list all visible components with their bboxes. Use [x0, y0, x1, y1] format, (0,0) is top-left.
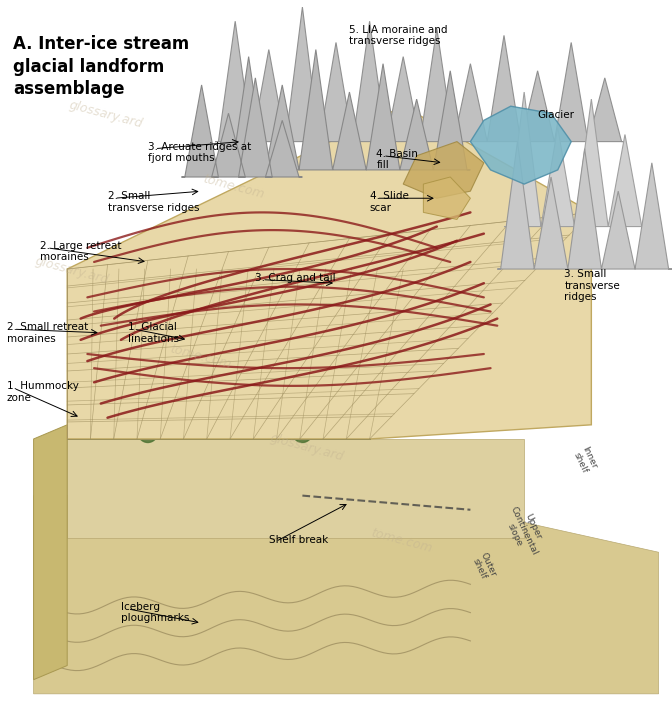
Polygon shape: [497, 142, 672, 269]
Polygon shape: [34, 496, 659, 694]
Polygon shape: [423, 177, 470, 219]
Text: tome.com: tome.com: [168, 342, 233, 371]
Circle shape: [326, 407, 346, 428]
Circle shape: [138, 421, 158, 442]
Text: 3. Crag and tail: 3. Crag and tail: [255, 273, 336, 282]
Text: Upper
Continental
slope: Upper Continental slope: [499, 501, 549, 561]
Text: glossary.ard: glossary.ard: [34, 254, 110, 286]
Polygon shape: [504, 92, 645, 227]
Text: tome.com: tome.com: [370, 526, 434, 555]
Text: Inner
shelf: Inner shelf: [571, 445, 598, 475]
Text: 4. Slide
scar: 4. Slide scar: [370, 191, 409, 213]
Polygon shape: [67, 106, 591, 439]
Text: 5. LIA moraine and
transverse ridges: 5. LIA moraine and transverse ridges: [349, 25, 448, 47]
Circle shape: [245, 414, 265, 435]
Text: Outer
shelf: Outer shelf: [470, 551, 498, 582]
Text: 3. Arcuate ridges at
fjord mouths: 3. Arcuate ridges at fjord mouths: [148, 142, 251, 164]
Text: tome.com: tome.com: [202, 172, 266, 201]
Polygon shape: [67, 439, 524, 538]
Text: 1. Hummocky
zone: 1. Hummocky zone: [7, 381, 79, 403]
Text: 4. Basin
fill: 4. Basin fill: [376, 149, 418, 171]
Text: 2. Large retreat
moraines: 2. Large retreat moraines: [40, 241, 122, 263]
Polygon shape: [34, 425, 67, 680]
Polygon shape: [228, 50, 470, 170]
Polygon shape: [181, 78, 302, 177]
Text: Iceberg
ploughmarks: Iceberg ploughmarks: [121, 602, 190, 624]
Text: A. Inter-ice stream
glacial landform
assemblage: A. Inter-ice stream glacial landform ass…: [13, 35, 190, 98]
Polygon shape: [403, 142, 484, 198]
Circle shape: [91, 414, 111, 435]
Circle shape: [292, 421, 312, 442]
Circle shape: [192, 407, 212, 428]
Text: 2. Small
transverse ridges: 2. Small transverse ridges: [108, 191, 199, 213]
Text: glossary.ard: glossary.ard: [67, 98, 144, 130]
Polygon shape: [67, 404, 370, 439]
Text: 1. Glacial
lineations: 1. Glacial lineations: [128, 322, 179, 344]
Text: 3. Small
transverse
ridges: 3. Small transverse ridges: [564, 269, 620, 302]
Text: 2. Small retreat
moraines: 2. Small retreat moraines: [7, 322, 88, 344]
Text: glossary.ard: glossary.ard: [269, 431, 345, 463]
Text: Shelf break: Shelf break: [269, 535, 328, 544]
Text: Glacier: Glacier: [538, 110, 575, 120]
Polygon shape: [215, 7, 625, 142]
Polygon shape: [470, 106, 571, 184]
